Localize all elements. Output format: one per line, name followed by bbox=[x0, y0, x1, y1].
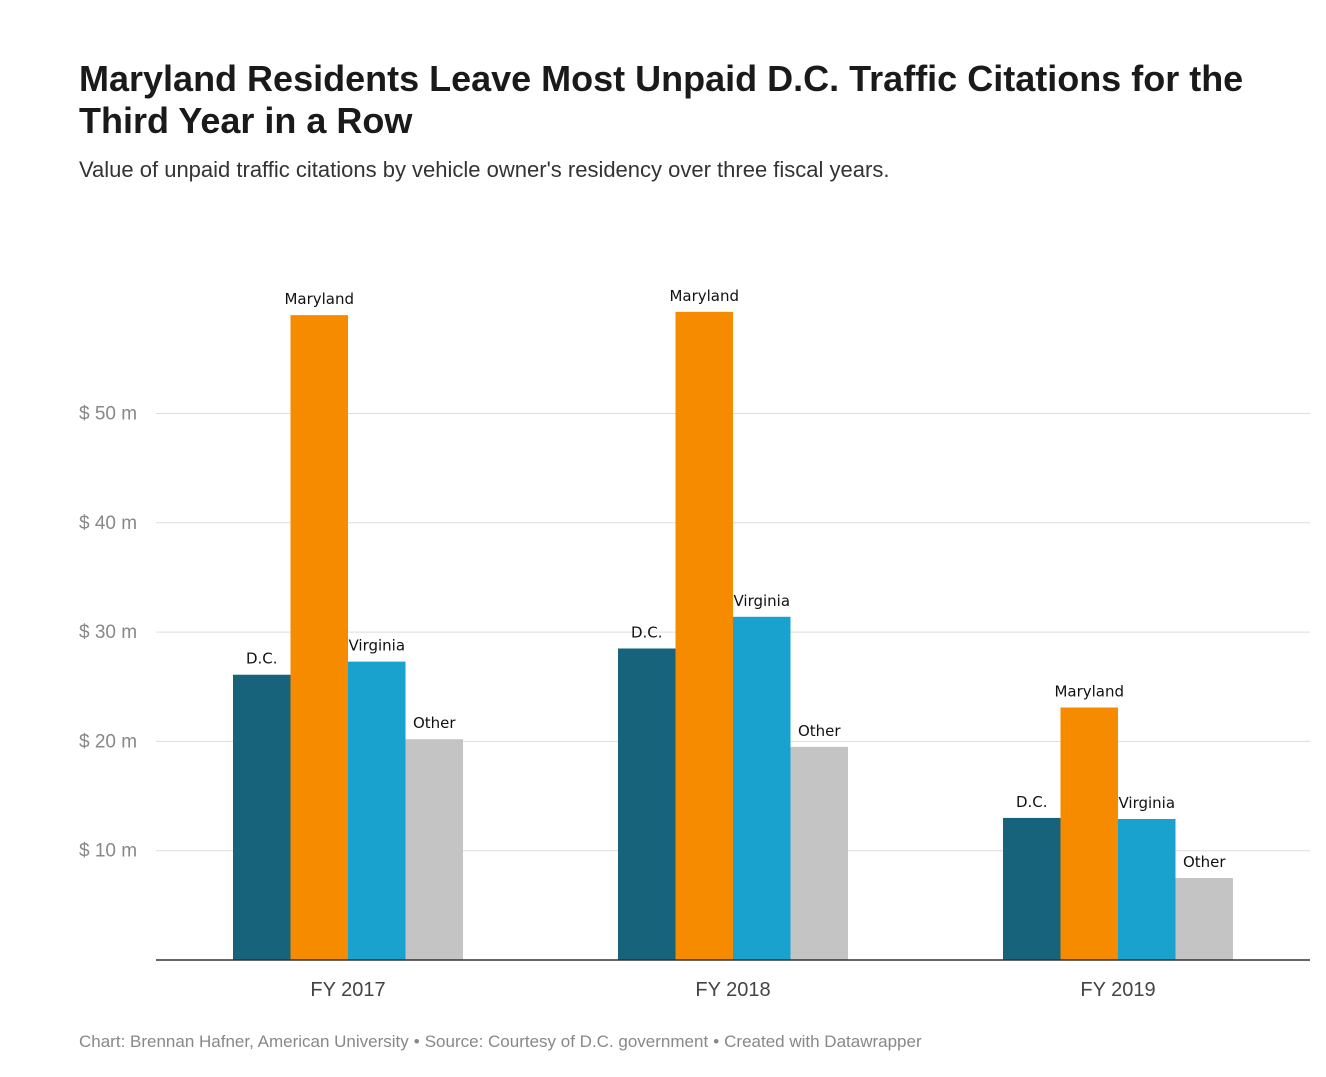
bar-label: Other bbox=[1183, 853, 1226, 871]
x-tick-label: FY 2017 bbox=[310, 979, 385, 1001]
y-tick-label: $ 50 m bbox=[79, 404, 137, 425]
footer-chart-credit: Chart: Brennan Hafner, American Universi… bbox=[79, 1032, 409, 1051]
bar-label: Other bbox=[413, 714, 456, 732]
footer-source: Source: Courtesy of D.C. government bbox=[424, 1032, 709, 1051]
bar-label: Virginia bbox=[733, 592, 790, 610]
y-tick-label: $ 40 m bbox=[79, 513, 137, 534]
x-tick-label: FY 2018 bbox=[695, 979, 770, 1001]
chart-footer: Chart: Brennan Hafner, American Universi… bbox=[79, 1032, 922, 1052]
x-tick-label: FY 2019 bbox=[1080, 979, 1155, 1001]
bar-dc-fy2017 bbox=[233, 674, 291, 960]
bar-virginia-fy2017 bbox=[348, 661, 406, 960]
bar-label: Virginia bbox=[348, 637, 405, 655]
footer-tool-credit: Created with Datawrapper bbox=[724, 1032, 922, 1051]
bar-label: Virginia bbox=[1118, 794, 1175, 812]
chart-subtitle: Value of unpaid traffic citations by veh… bbox=[79, 157, 890, 182]
bar-maryland-fy2018 bbox=[675, 311, 733, 960]
bar-virginia-fy2019 bbox=[1118, 819, 1176, 960]
y-tick-label: $ 30 m bbox=[79, 622, 137, 643]
bar-other-fy2019 bbox=[1175, 878, 1233, 960]
bar-label: Other bbox=[798, 722, 841, 740]
bar-label: D.C. bbox=[1016, 793, 1048, 811]
bar-other-fy2018 bbox=[790, 746, 848, 960]
bar-label: Maryland bbox=[284, 290, 354, 308]
bar-label: Maryland bbox=[669, 287, 739, 305]
bar-dc-fy2018 bbox=[618, 648, 676, 960]
chart-title: Maryland Residents Leave Most Unpaid D.C… bbox=[79, 58, 1244, 141]
y-tick-label: $ 10 m bbox=[79, 841, 137, 862]
bar-maryland-fy2019 bbox=[1060, 707, 1118, 960]
bar-other-fy2017 bbox=[405, 739, 463, 960]
y-tick-label: $ 20 m bbox=[79, 731, 137, 752]
bar-virginia-fy2018 bbox=[733, 616, 791, 960]
bar-label: D.C. bbox=[246, 650, 278, 668]
bar-label: D.C. bbox=[631, 623, 663, 641]
bar-maryland-fy2017 bbox=[290, 315, 348, 960]
footer-separator: • bbox=[413, 1032, 420, 1051]
bar-dc-fy2019 bbox=[1003, 817, 1061, 960]
bar-label: Maryland bbox=[1054, 683, 1124, 701]
footer-separator: • bbox=[713, 1032, 720, 1051]
